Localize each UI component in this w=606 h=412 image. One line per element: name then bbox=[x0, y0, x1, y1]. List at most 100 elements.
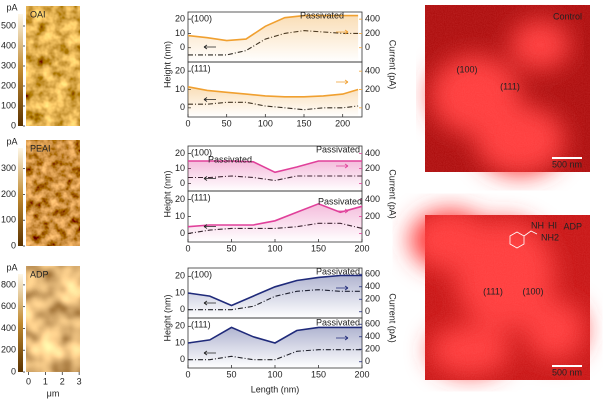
current-line bbox=[188, 160, 362, 174]
y2-tick-label: 400 bbox=[365, 66, 380, 76]
y2-axis-label: Current (pA) bbox=[388, 169, 398, 219]
x-tick-label: 200 bbox=[354, 369, 369, 379]
colorbar-tick-label: 100 bbox=[1, 100, 16, 110]
afm-x-tick-label: 2 bbox=[60, 376, 65, 386]
axis-arrow bbox=[336, 208, 349, 214]
colorbar-tick-label: 500 bbox=[1, 20, 16, 30]
afm-label: OAI bbox=[30, 9, 46, 19]
y-tick-label: 20 bbox=[175, 148, 185, 158]
y2-tick-label: 200 bbox=[365, 294, 380, 304]
y-tick-label: 10 bbox=[175, 28, 185, 38]
x-tick-label: 150 bbox=[296, 118, 311, 128]
facet-label: (111) bbox=[500, 81, 520, 91]
y2-tick-label: 600 bbox=[365, 319, 380, 329]
y-tick-label: 10 bbox=[175, 211, 185, 221]
afm-x-label: μm bbox=[47, 388, 60, 398]
current-area bbox=[188, 203, 362, 242]
x-tick-label: 0 bbox=[185, 243, 190, 253]
pl-label: Control bbox=[553, 11, 582, 21]
molecule-label: NH bbox=[531, 220, 544, 230]
colorbar-unit: pA bbox=[6, 262, 17, 272]
pl-noise bbox=[425, 215, 590, 380]
y2-tick-label: 0 bbox=[365, 178, 370, 188]
current-area bbox=[188, 161, 362, 191]
x-tick-label: 200 bbox=[335, 118, 350, 128]
colorbar-unit: pA bbox=[6, 2, 17, 12]
panel-label: (111) bbox=[191, 192, 211, 202]
annotation: Passivated bbox=[318, 196, 362, 206]
y2-tick-label: 0 bbox=[365, 228, 370, 238]
axis-arrow bbox=[336, 29, 349, 35]
colorbar-tick-label: 400 bbox=[1, 40, 16, 50]
x-tick-label: 50 bbox=[226, 243, 236, 253]
y-axis-label: Height (nm) bbox=[162, 170, 172, 217]
current-area bbox=[188, 327, 362, 368]
y2-tick-label: 0 bbox=[365, 102, 370, 112]
afm-x-tick-label: 1 bbox=[43, 376, 48, 386]
colorbar-tick-label: 100 bbox=[1, 215, 16, 225]
molecule-label: HI bbox=[548, 220, 557, 230]
colorbar-tick-label: 200 bbox=[1, 189, 16, 199]
colorbar bbox=[18, 14, 23, 126]
y2-tick-label: 200 bbox=[365, 84, 380, 94]
y2-tick-label: 400 bbox=[365, 281, 380, 291]
colorbar-unit: pA bbox=[6, 136, 17, 146]
y-tick-label: 20 bbox=[175, 321, 185, 331]
y-tick-label: 0 bbox=[180, 102, 185, 112]
pl-images: Control (100) (111) 500 nm ADP (111) (100) 500 … bbox=[410, 5, 590, 380]
y-tick-label: 20 bbox=[175, 271, 185, 281]
scale-label: 500 nm bbox=[552, 367, 582, 377]
axis-arrow bbox=[336, 163, 349, 169]
afm-label: PEAI bbox=[30, 143, 51, 153]
x-tick-label: 100 bbox=[267, 243, 282, 253]
afm-image bbox=[26, 140, 80, 246]
current-line bbox=[187, 274, 362, 307]
scale-label: 500 nm bbox=[552, 159, 582, 169]
y-tick-label: 20 bbox=[175, 66, 185, 76]
x-tick-label: 150 bbox=[311, 369, 326, 379]
y-tick-label: 0 bbox=[180, 178, 185, 188]
colorbar-tick-label: 800 bbox=[1, 279, 16, 289]
facet-label: (100) bbox=[522, 286, 543, 296]
y-axis-label: Height (nm) bbox=[162, 41, 172, 88]
afm-label: ADP bbox=[30, 269, 49, 279]
axis-arrow bbox=[203, 300, 216, 306]
y2-tick-label: 400 bbox=[365, 14, 380, 24]
afm-image bbox=[26, 266, 80, 372]
molecule-ring bbox=[509, 230, 538, 249]
x-tick-label: 0 bbox=[185, 369, 190, 379]
pl-label: ADP bbox=[563, 221, 582, 231]
colorbar-tick-label: 200 bbox=[1, 345, 16, 355]
y2-tick-label: 600 bbox=[365, 269, 380, 279]
x-axis-label: Length (nm) bbox=[251, 384, 300, 394]
axis-arrow bbox=[203, 97, 216, 102]
x-tick-label: 200 bbox=[354, 243, 369, 253]
y2-tick-label: 200 bbox=[365, 163, 380, 173]
afm-image bbox=[26, 6, 80, 126]
annotation: Passivated bbox=[208, 154, 252, 164]
axis-arrow bbox=[203, 224, 216, 229]
y2-axis-label: Current (pA) bbox=[388, 293, 398, 343]
profile-charts: (100)010200200400Passivated(111)01020020… bbox=[162, 10, 397, 394]
y2-tick-label: 0 bbox=[365, 356, 370, 366]
current-line bbox=[187, 86, 359, 98]
y-tick-label: 0 bbox=[180, 228, 185, 238]
y2-tick-label: 0 bbox=[365, 306, 370, 316]
current-line bbox=[187, 14, 359, 42]
axis-arrow bbox=[336, 79, 349, 85]
y-tick-label: 10 bbox=[175, 84, 185, 94]
x-tick-label: 100 bbox=[258, 118, 273, 128]
afm-x-tick-label: 0 bbox=[26, 376, 31, 386]
facet-label: (100) bbox=[456, 64, 477, 74]
colorbar-tick-label: 400 bbox=[1, 323, 16, 333]
y-tick-label: 0 bbox=[180, 42, 185, 52]
y-tick-label: 20 bbox=[175, 14, 185, 24]
annotation: Passivated bbox=[316, 317, 360, 327]
y-axis-label: Height (nm) bbox=[162, 294, 172, 341]
pl-noise bbox=[425, 5, 590, 172]
y2-axis-label: Current (pA) bbox=[388, 40, 398, 90]
colorbar-tick-label: 300 bbox=[1, 60, 16, 70]
y-tick-label: 20 bbox=[175, 194, 185, 204]
y2-tick-label: 400 bbox=[365, 331, 380, 341]
current-area bbox=[188, 15, 359, 63]
